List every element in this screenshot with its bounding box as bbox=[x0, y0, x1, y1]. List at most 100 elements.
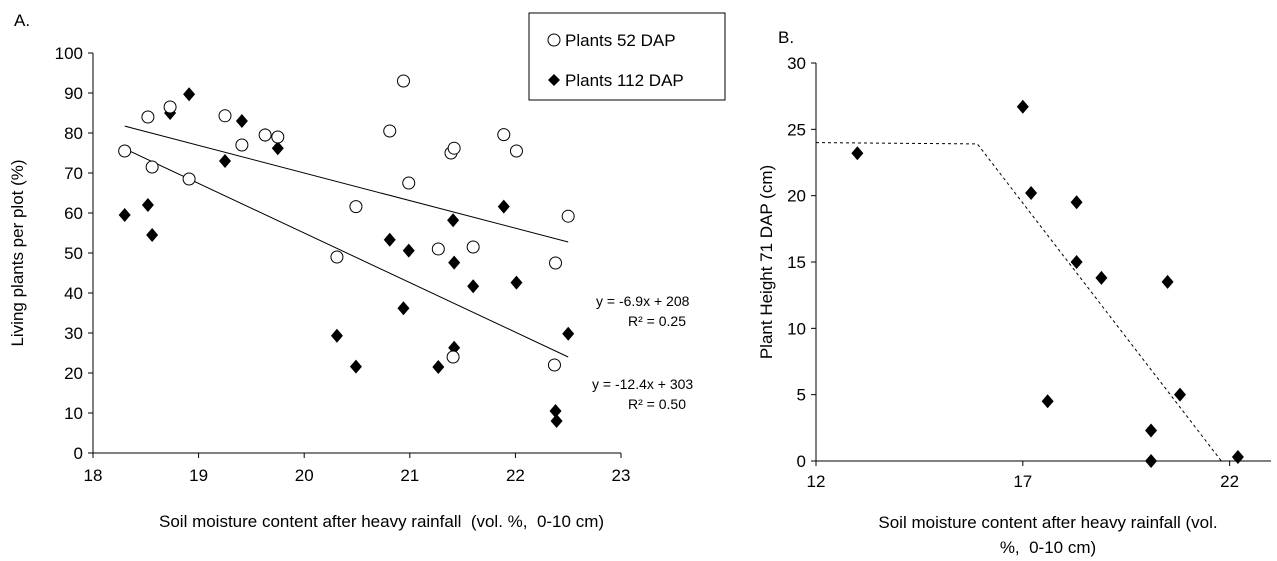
panel-b-x-tick-label: 22 bbox=[1220, 472, 1239, 491]
point-height-71dap bbox=[1231, 450, 1244, 465]
legend-box bbox=[528, 12, 726, 101]
panel-a-y-tick-label: 70 bbox=[64, 164, 83, 183]
panel-b-y-tick-label: 30 bbox=[787, 54, 806, 73]
point-112dap bbox=[383, 232, 396, 247]
point-52dap bbox=[182, 172, 196, 186]
point-52dap bbox=[431, 242, 445, 256]
point-height-71dap bbox=[1095, 270, 1108, 285]
point-52dap bbox=[509, 144, 523, 158]
point-height-71dap bbox=[1161, 274, 1174, 289]
point-112dap bbox=[349, 359, 362, 374]
point-112dap bbox=[235, 114, 248, 128]
panel-a-label: A. bbox=[14, 11, 30, 30]
panel-b-y-ticks: 0 5 10 15 20 25 30 bbox=[787, 54, 816, 471]
panel-b-y-tick-label: 15 bbox=[787, 253, 806, 272]
panel-a-x-tick-label: 21 bbox=[400, 466, 419, 485]
panel-b-x-axis-label-line2: %, 0-10 cm) bbox=[1000, 538, 1096, 557]
panel-b: B. 0 5 10 15 20 25 30 12 17 22 Plant Height 71 D… bbox=[757, 28, 1271, 557]
point-height-71dap bbox=[1025, 186, 1038, 201]
point-height-71dap bbox=[1041, 394, 1054, 409]
point-112dap bbox=[141, 198, 154, 212]
panel-a-y-tick-label: 40 bbox=[64, 284, 83, 303]
panel-a-y-axis-label: Living plants per plot (%) bbox=[8, 159, 27, 346]
panel-a-x-tick-label: 18 bbox=[84, 466, 103, 485]
point-52dap bbox=[383, 124, 397, 138]
panel-a-y-tick-label: 50 bbox=[64, 244, 83, 263]
panel-b-y-tick-label: 5 bbox=[797, 386, 806, 405]
panel-a-points bbox=[118, 74, 575, 428]
panel-a-y-ticks: 0 10 20 30 40 50 60 70 80 90 100 bbox=[55, 44, 93, 463]
trendline-52dap bbox=[124, 125, 569, 243]
panel-a-x-axis-label: Soil moisture content after heavy rainfa… bbox=[159, 512, 604, 531]
panel-a-equation-52dap: y = -6.9x + 208 bbox=[596, 293, 690, 309]
point-112dap bbox=[397, 301, 410, 316]
panel-a-y-tick-label: 60 bbox=[64, 204, 83, 223]
panel-a-y-tick-label: 100 bbox=[55, 44, 83, 63]
point-112dap bbox=[549, 404, 562, 418]
point-52dap bbox=[271, 130, 285, 144]
panel-a-y-tick-label: 90 bbox=[64, 84, 83, 103]
point-52dap bbox=[235, 138, 249, 152]
legend-label-52dap: Plants 52 DAP bbox=[565, 31, 676, 50]
point-112dap bbox=[432, 360, 445, 374]
point-height-71dap bbox=[851, 146, 864, 161]
panel-b-y-tick-label: 0 bbox=[797, 452, 806, 471]
point-52dap bbox=[396, 74, 410, 88]
panel-b-x-tick-label: 12 bbox=[807, 472, 826, 491]
panel-b-x-axis-label-line1: Soil moisture content after heavy rainfa… bbox=[878, 513, 1217, 532]
panel-a-y-tick-label: 20 bbox=[64, 364, 83, 383]
panel-b-y-tick-label: 25 bbox=[787, 120, 806, 139]
panel-b-x-ticks: 12 17 22 bbox=[807, 461, 1239, 491]
point-112dap bbox=[146, 228, 159, 242]
legend-diamond-icon bbox=[548, 74, 560, 86]
point-52dap bbox=[349, 200, 363, 214]
panel-b-x-tick-label: 17 bbox=[1013, 472, 1032, 491]
point-52dap bbox=[497, 128, 511, 142]
point-52dap bbox=[163, 100, 177, 114]
point-52dap bbox=[258, 128, 272, 142]
panel-b-dashed-fit-line bbox=[815, 142, 1222, 462]
panel-a-x-tick-label: 19 bbox=[189, 466, 208, 485]
point-height-71dap bbox=[1016, 99, 1029, 114]
point-112dap bbox=[448, 255, 461, 270]
panel-a-x-tick-label: 22 bbox=[506, 466, 525, 485]
point-112dap bbox=[447, 213, 460, 228]
panel-a-r2-52dap: R² = 0.25 bbox=[628, 313, 686, 329]
legend-label-112dap: Plants 112 DAP bbox=[565, 71, 684, 90]
point-52dap bbox=[141, 110, 155, 124]
panel-a: A. 0 10 20 30 40 50 60 70 80 90 100 18 19 20 21 22 23 L… bbox=[8, 11, 726, 531]
point-height-71dap bbox=[1145, 423, 1158, 438]
point-height-71dap bbox=[1145, 454, 1158, 468]
point-52dap bbox=[549, 256, 563, 270]
point-52dap bbox=[466, 240, 480, 254]
panel-a-y-tick-label: 30 bbox=[64, 324, 83, 343]
panel-b-points bbox=[851, 99, 1244, 468]
panel-a-y-tick-label: 80 bbox=[64, 124, 83, 143]
point-height-71dap bbox=[1070, 195, 1083, 210]
panel-b-fit-line bbox=[815, 142, 1222, 462]
panel-b-y-tick-label: 20 bbox=[787, 187, 806, 206]
point-112dap bbox=[330, 328, 343, 343]
panel-a-y-tick-label: 10 bbox=[64, 404, 83, 423]
point-112dap bbox=[219, 154, 231, 168]
point-52dap bbox=[547, 358, 561, 372]
point-112dap bbox=[402, 243, 415, 258]
point-52dap bbox=[447, 141, 461, 155]
panel-b-y-tick-label: 10 bbox=[787, 319, 806, 338]
panel-a-legend: Plants 52 DAP Plants 112 DAP bbox=[528, 12, 726, 101]
point-height-71dap bbox=[1174, 387, 1186, 402]
legend-open-circle-icon bbox=[547, 33, 561, 47]
point-112dap bbox=[271, 141, 284, 156]
point-52dap bbox=[145, 160, 159, 174]
panel-a-trendlines bbox=[124, 125, 569, 358]
point-52dap bbox=[118, 144, 132, 158]
trendline-112dap bbox=[124, 148, 569, 358]
point-52dap bbox=[446, 350, 460, 364]
point-112dap bbox=[497, 199, 510, 214]
point-52dap bbox=[402, 176, 416, 190]
panel-b-label: B. bbox=[778, 28, 794, 47]
point-112dap bbox=[562, 326, 575, 341]
point-112dap bbox=[118, 208, 131, 222]
point-52dap bbox=[330, 250, 344, 264]
